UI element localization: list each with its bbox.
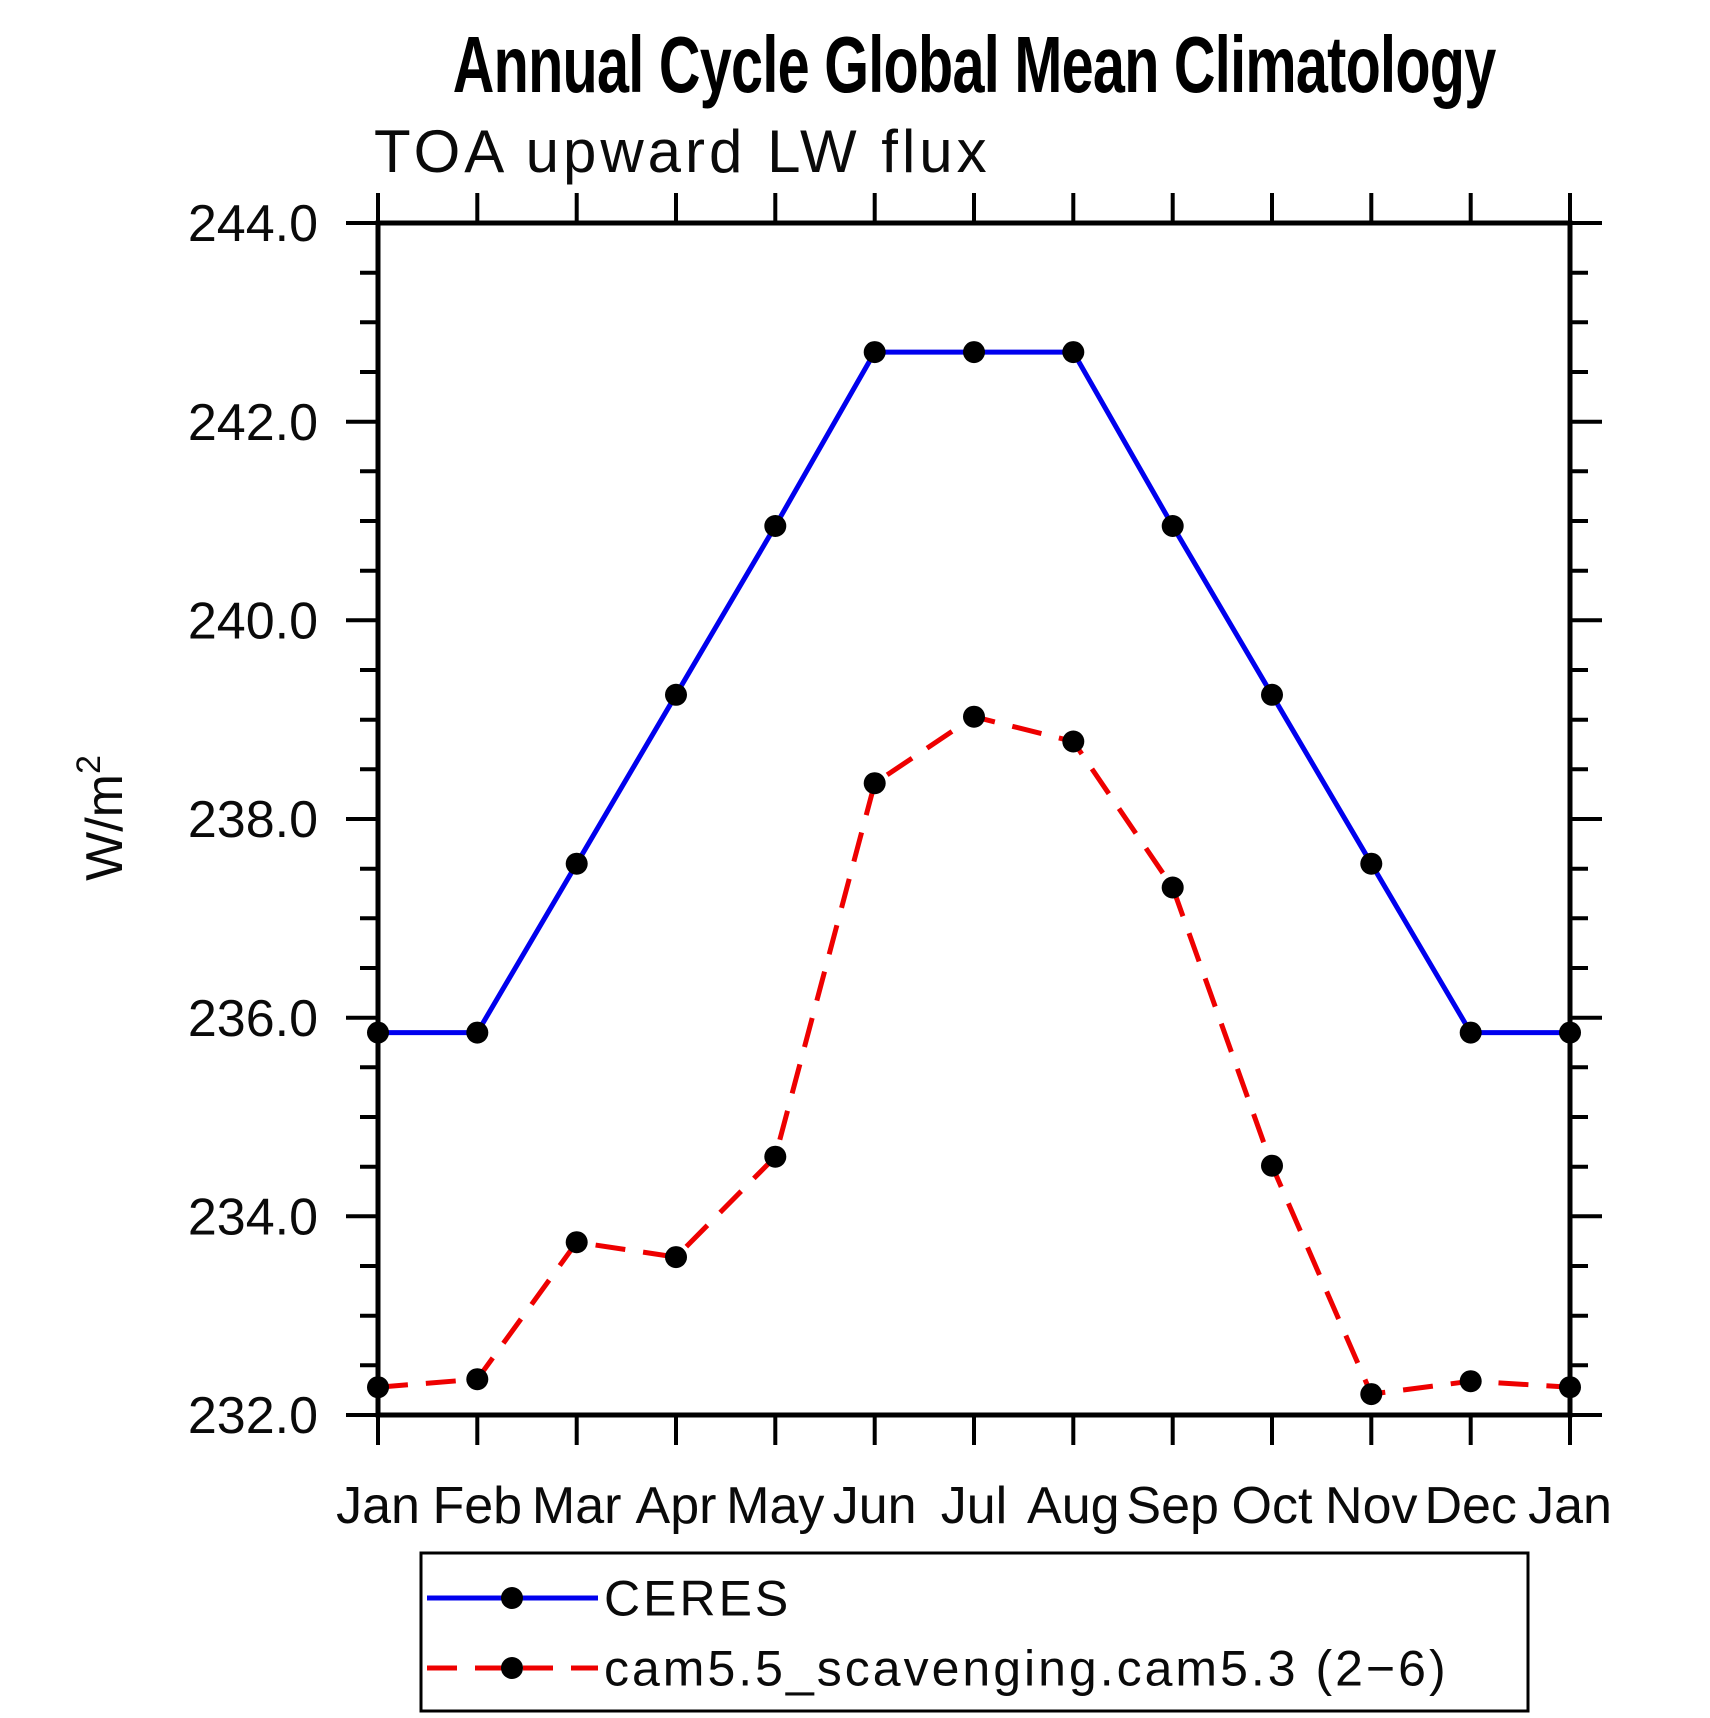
y-tick-label: 242.0 bbox=[188, 394, 318, 452]
data-point-ceres bbox=[764, 515, 787, 537]
x-tick-label: Jan bbox=[336, 1477, 420, 1535]
data-point-ceres bbox=[466, 1021, 489, 1044]
y-tick-label: 240.0 bbox=[188, 593, 318, 651]
data-point-ceres bbox=[863, 341, 886, 364]
y-tick-label: 244.0 bbox=[188, 195, 318, 253]
legend: CERES cam5.5_scavenging.cam5.3 (2−6) bbox=[419, 1551, 1530, 1713]
x-tick-label: Apr bbox=[636, 1477, 717, 1535]
data-point-cam55 bbox=[1062, 730, 1085, 753]
legend-label-ceres: CERES bbox=[604, 1571, 791, 1627]
y-axis-label-exponent: 2 bbox=[70, 755, 108, 774]
x-tick-label: Mar bbox=[532, 1477, 622, 1535]
data-point-cam55 bbox=[863, 772, 886, 795]
plot-box bbox=[375, 220, 1573, 1418]
x-tick-label: Jan bbox=[1528, 1477, 1612, 1535]
x-tick-label: May bbox=[726, 1477, 824, 1535]
plot-area: Jan Feb Mar Apr May Jun Jul Aug Sep Oct Nov Dec Jan2… bbox=[188, 193, 1612, 1535]
data-point-cam55 bbox=[466, 1368, 489, 1391]
data-point-ceres bbox=[1559, 1021, 1581, 1044]
x-tick-label: Sep bbox=[1126, 1477, 1219, 1535]
y-tick-label: 236.0 bbox=[188, 990, 318, 1048]
data-point-ceres bbox=[963, 341, 985, 364]
y-tick-label: 234.0 bbox=[188, 1189, 318, 1247]
y-tick-label: 238.0 bbox=[188, 791, 318, 849]
data-point-ceres bbox=[1161, 515, 1184, 537]
chart-title: Annual Cycle Global Mean Climatology bbox=[453, 20, 1497, 110]
data-point-cam55 bbox=[565, 1231, 588, 1254]
series-line-cam55 bbox=[377, 714, 1571, 1397]
data-point-cam55 bbox=[764, 1145, 787, 1168]
x-tick-label: Jul bbox=[941, 1477, 1007, 1535]
x-tick-label: Nov bbox=[1325, 1477, 1417, 1535]
data-point-ceres bbox=[1261, 683, 1283, 706]
y-axis-label: W/m2 bbox=[70, 755, 134, 881]
x-tick-label: Feb bbox=[432, 1477, 522, 1535]
data-point-cam55 bbox=[367, 1376, 389, 1399]
legend-label-cam55: cam5.5_scavenging.cam5.3 (2−6) bbox=[604, 1641, 1449, 1697]
x-tick-label: Dec bbox=[1424, 1477, 1516, 1535]
data-point-ceres bbox=[1360, 852, 1383, 875]
data-point-cam55 bbox=[1360, 1383, 1383, 1406]
legend-box bbox=[419, 1551, 1530, 1713]
legend-entry-cam55: cam5.5_scavenging.cam5.3 (2−6) bbox=[427, 1641, 1449, 1697]
data-point-cam55 bbox=[1261, 1154, 1283, 1177]
series-line-ceres bbox=[378, 349, 1570, 1036]
legend-entry-ceres: CERES bbox=[427, 1571, 791, 1627]
data-point-cam55 bbox=[1559, 1376, 1581, 1399]
x-tick-label: Jun bbox=[833, 1477, 917, 1535]
data-point-cam55 bbox=[1459, 1370, 1482, 1393]
data-point-ceres bbox=[665, 683, 687, 706]
data-point-ceres bbox=[565, 852, 588, 875]
data-point-cam55 bbox=[665, 1246, 687, 1269]
data-point-ceres bbox=[367, 1021, 389, 1044]
legend-marker-cam55 bbox=[501, 1657, 523, 1679]
y-tick-label: 232.0 bbox=[188, 1387, 318, 1445]
data-point-cam55 bbox=[963, 705, 985, 728]
data-point-cam55 bbox=[1161, 876, 1184, 899]
y-axis-label-base: W/m bbox=[76, 774, 134, 881]
legend-marker-ceres bbox=[501, 1587, 523, 1609]
x-tick-label: Oct bbox=[1232, 1477, 1313, 1535]
data-point-ceres bbox=[1062, 341, 1085, 364]
x-tick-label: Aug bbox=[1027, 1477, 1120, 1535]
chart-subtitle: TOA upward LW flux bbox=[374, 118, 991, 185]
data-point-ceres bbox=[1459, 1021, 1482, 1044]
